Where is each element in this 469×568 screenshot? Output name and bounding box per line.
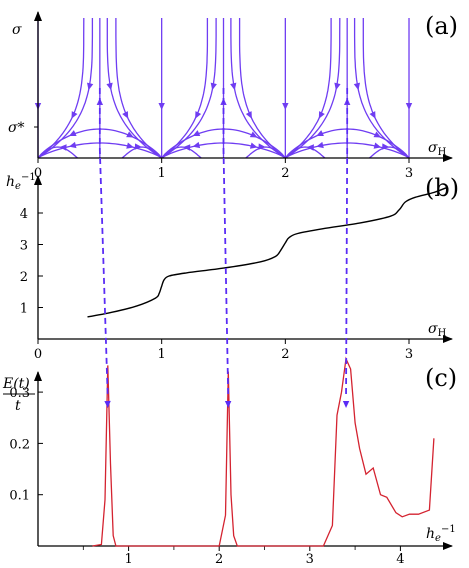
panel-b-x-tick-label: 0 (34, 347, 42, 362)
panel-c-x-tick-label: 3 (306, 552, 314, 567)
flow-arrowhead (68, 130, 77, 137)
flow-arrowhead (134, 143, 142, 150)
energy-curve (92, 356, 435, 547)
connector-arrowhead (342, 400, 350, 408)
panel-c-y-tick-label: 0.2 (9, 437, 30, 452)
flow-arrowhead (373, 131, 382, 138)
panel-a-ylabel-mark: σ* (8, 120, 25, 136)
panel-a-x-tick-label: 1 (158, 166, 166, 181)
flow-hyperbola (284, 17, 341, 159)
dashed-connector (345, 88, 349, 399)
flow-arrowhead (306, 144, 314, 151)
panel-b-ticks: 0 1 2 3 1 2 3 4 (20, 207, 413, 362)
flow-arrowhead (192, 130, 201, 137)
panel-b-y-tick-label: 1 (20, 302, 28, 317)
flow-hyperbola (106, 18, 163, 159)
panel-c: E(t) t he−1 (c) 1 2 3 4 0.1 0.2 0.3 (2, 356, 457, 567)
flow-arrowhead (318, 111, 325, 119)
flow-arrowhead (230, 82, 237, 91)
flow-arrowhead (382, 143, 390, 150)
flow-arrowhead (158, 103, 165, 110)
panel-c-x-tick-label: 4 (396, 552, 404, 567)
panel-a-x-tick-label: 0 (34, 166, 42, 181)
flow-arrowhead (258, 143, 266, 150)
flow-arrowhead (210, 82, 217, 91)
flow-arrowhead (192, 141, 201, 149)
flow-arrowhead (183, 144, 191, 151)
panel-a-x-tick-label: 3 (405, 166, 413, 181)
panel-b-y-tick-label: 2 (20, 270, 28, 285)
flow-arrowhead (373, 142, 382, 149)
panel-a-xlabel: σH (428, 140, 447, 158)
flow-arrowhead (316, 141, 324, 149)
panel-b-y-tick-label: 3 (20, 239, 28, 254)
flow-hyperbola (238, 18, 286, 159)
panel-c-x-tick-label: 2 (215, 552, 223, 567)
flow-arrowhead (195, 111, 202, 119)
panel-c-y-tick-label: 0.3 (9, 386, 30, 401)
flow-arrowhead (106, 82, 113, 91)
panel-b-x-tick-label: 1 (158, 347, 166, 362)
flow-arrowhead (245, 111, 252, 119)
dashed-connectors (98, 88, 350, 408)
panel-c-ylabel-den: t (15, 398, 21, 414)
flow-arrowhead (87, 82, 94, 91)
flow-hyperbola (115, 18, 163, 159)
flow-arrowhead (249, 131, 258, 138)
panel-b-ylabel: he−1 (6, 172, 36, 192)
flow-hyperbola (161, 18, 209, 159)
connector-arrowhead (104, 400, 111, 408)
panel-c-x-tick-label: 1 (124, 552, 132, 567)
flow-hyperbola (37, 18, 94, 159)
hopping-curve (87, 187, 447, 318)
panel-c-ylabel-num: E(t) (2, 376, 30, 392)
panel-a-label: (a) (425, 12, 458, 40)
flow-arrowhead (249, 142, 258, 149)
panel-b: he−1 σH (b) 0 1 2 3 1 2 3 4 (6, 172, 459, 362)
flow-hyperbola (37, 17, 85, 159)
flow-arrowhead (126, 142, 134, 149)
panel-c-xlabel: he−1 (426, 524, 456, 544)
flow-arrowhead (369, 111, 376, 119)
panel-a-x-tick-label: 2 (281, 166, 289, 181)
flow-arrowhead (71, 111, 78, 119)
panel-b-xlabel: σH (428, 321, 447, 339)
panel-b-label: (b) (425, 174, 459, 202)
flow-arrowhead (282, 103, 289, 110)
panel-b-x-tick-label: 3 (405, 347, 413, 362)
panel-a-x-ticks: 0 1 2 3 (34, 158, 413, 181)
flow-hyperbola (284, 18, 332, 159)
flow-arrowhead (334, 82, 341, 91)
panel-a: σ σ* σH (a) 0 1 2 3 (8, 11, 458, 181)
panel-a-ylabel: σ (12, 22, 22, 38)
flow-arrowhead (122, 111, 129, 119)
connector-arrowhead (224, 400, 232, 408)
flow-arrowhead (68, 141, 77, 149)
flow-hyperbola (230, 18, 286, 159)
dashed-connector (222, 88, 230, 399)
flow-hyperbola (161, 18, 217, 159)
dashed-connector (98, 88, 109, 399)
flow-arrowhead (405, 103, 413, 110)
flow-arrowhead (126, 131, 134, 138)
flow-arrowhead (353, 82, 361, 91)
panel-c-label: (c) (425, 364, 457, 392)
panel-b-y-tick-label: 4 (20, 207, 28, 222)
panel-c-y-tick-label: 0.1 (9, 489, 30, 504)
flow-hyperbola (353, 18, 410, 159)
panel-b-x-tick-label: 2 (281, 347, 289, 362)
flow-arrowhead (316, 130, 324, 137)
flow-arrowhead (59, 144, 67, 151)
panel-c-ticks: 1 2 3 4 0.1 0.2 0.3 (9, 386, 404, 567)
flow-hyperbola (362, 18, 410, 159)
